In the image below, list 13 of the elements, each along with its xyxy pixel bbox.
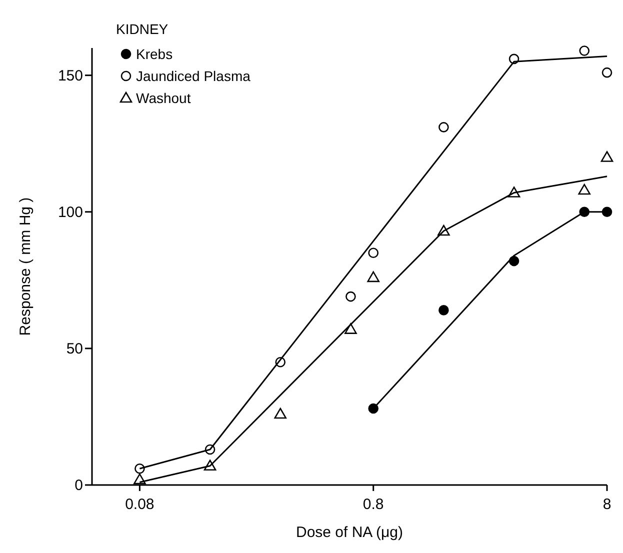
y-tick-label: 100 [58, 204, 83, 221]
x-tick-label: 0.8 [362, 496, 384, 513]
x-tick-label: 8 [602, 496, 612, 513]
y-tick-label: 50 [66, 340, 83, 358]
legend-label: Washout [136, 90, 191, 106]
y-tick-label: 150 [58, 67, 83, 84]
y-axis-title: Response ( mm Hg ) [17, 197, 34, 336]
legend-title: KIDNEY [116, 21, 169, 37]
x-axis-title: Dose of NA (μg) [296, 524, 404, 541]
y-tick-label: 0 [74, 477, 83, 494]
legend-label: Jaundiced Plasma [136, 68, 251, 84]
legend-label: Krebs [136, 46, 173, 62]
x-tick-label: 0.08 [125, 496, 154, 513]
